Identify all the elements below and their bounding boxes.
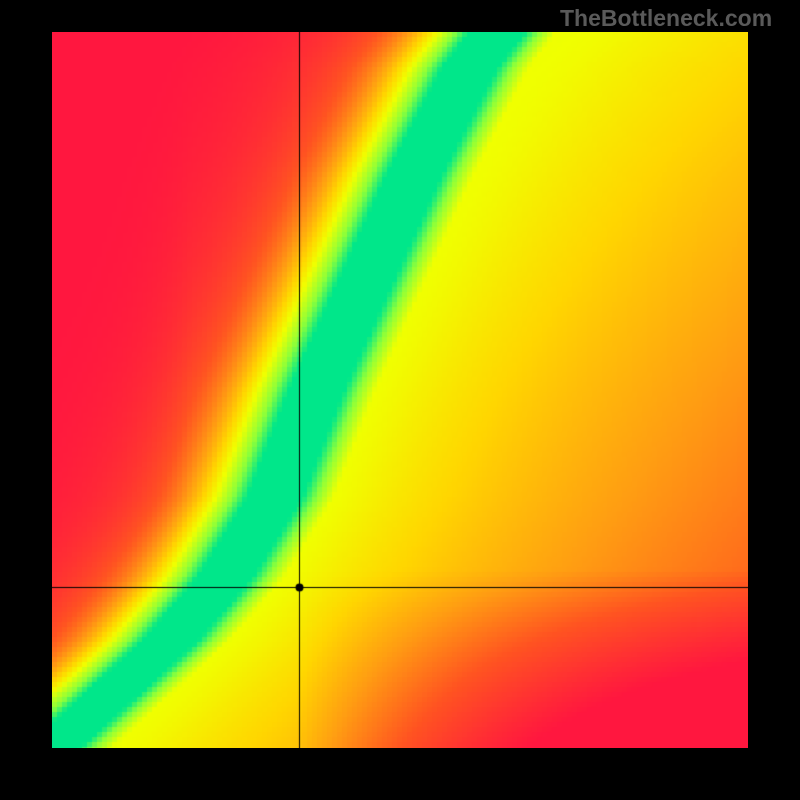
heatmap-canvas — [52, 32, 748, 748]
chart-container: TheBottleneck.com — [0, 0, 800, 800]
watermark-label: TheBottleneck.com — [560, 5, 772, 32]
